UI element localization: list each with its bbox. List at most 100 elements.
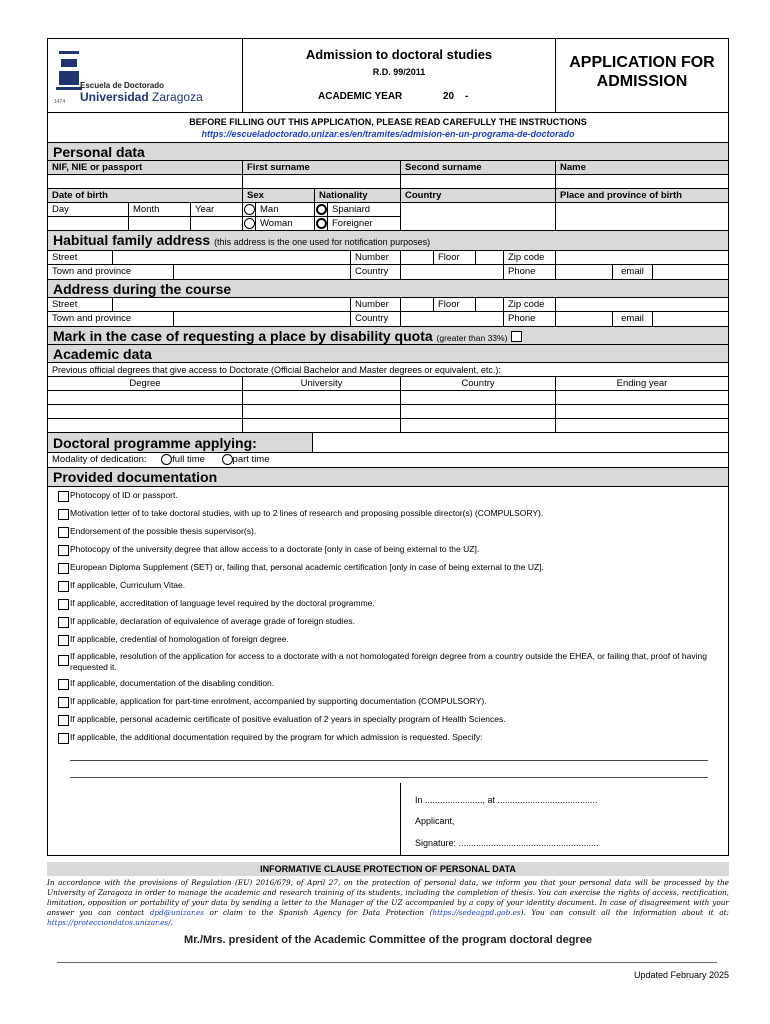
label-year: Year [190, 202, 243, 217]
document-checkbox[interactable] [58, 527, 69, 538]
label-woman: Woman [255, 216, 315, 231]
label-spaniard: Spaniard [327, 202, 401, 217]
col-degree: Degree [47, 376, 243, 391]
document-checkbox[interactable] [58, 545, 69, 556]
second-surname-field[interactable] [400, 174, 556, 189]
document-checkbox[interactable] [58, 715, 69, 726]
document-checkbox[interactable] [58, 617, 69, 628]
family-zip-field[interactable] [555, 250, 729, 265]
document-checkbox[interactable] [58, 697, 69, 708]
document-item: If applicable, resolution of the applica… [70, 651, 707, 672]
radio-part-time[interactable] [221, 454, 233, 465]
course-phone-field[interactable] [555, 311, 613, 327]
label-phone: Phone [503, 311, 556, 327]
month-field[interactable] [128, 216, 191, 231]
programme-field[interactable] [312, 432, 729, 453]
document-checkbox[interactable] [58, 581, 69, 592]
document-checkbox[interactable] [58, 509, 69, 520]
document-checkbox[interactable] [58, 491, 69, 502]
document-checkbox[interactable] [58, 679, 69, 690]
first-surname-field[interactable] [242, 174, 401, 189]
label-place-of-birth: Place and province of birth [555, 188, 729, 203]
place-of-birth-field[interactable] [555, 202, 729, 231]
label-phone: Phone [503, 264, 556, 280]
course-floor-field[interactable] [475, 297, 504, 312]
label-nationality: Nationality [314, 188, 401, 203]
family-street-field[interactable] [112, 250, 351, 265]
year-field[interactable] [190, 216, 243, 231]
nif-field[interactable] [47, 174, 243, 189]
signature-line[interactable]: Signature: .............................… [415, 838, 599, 848]
label-zip: Zip code [503, 250, 556, 265]
degree-cell[interactable] [555, 390, 729, 405]
document-item: European Diploma Supplement (SET) or, fa… [70, 562, 544, 572]
family-number-field[interactable] [400, 250, 434, 265]
course-street-field[interactable] [112, 297, 351, 312]
document-item: Motivation letter of to take doctoral st… [70, 508, 544, 518]
section-documentation: Provided documentation [47, 467, 729, 487]
document-checkbox[interactable] [58, 635, 69, 646]
document-checkbox[interactable] [58, 563, 69, 574]
name-field[interactable] [555, 174, 729, 189]
radio-foreigner[interactable] [314, 216, 328, 231]
course-country-field[interactable] [400, 311, 504, 327]
privacy-link[interactable]: https://protecciondatos.unizar.es/ [47, 918, 171, 927]
family-town-field[interactable] [173, 264, 351, 280]
specify-line-1[interactable] [70, 760, 708, 761]
applicant-label: Applicant, [415, 816, 455, 826]
label-dob: Date of birth [47, 188, 243, 203]
section-personal-data: Personal data [47, 142, 729, 161]
specify-line-2[interactable] [70, 777, 708, 778]
dpd-email-link[interactable]: dpd@unizar.es [149, 908, 205, 917]
day-field[interactable] [47, 216, 129, 231]
document-item: If applicable, application for part-time… [70, 696, 487, 706]
family-email-field[interactable] [652, 264, 729, 280]
document-item: If applicable, documentation of the disa… [70, 678, 275, 688]
radio-woman[interactable] [242, 216, 256, 231]
logo: Escuela de Doctorado Universidad Zaragoz… [47, 38, 243, 113]
degree-cell[interactable] [47, 418, 243, 433]
degree-cell[interactable] [400, 418, 556, 433]
family-floor-field[interactable] [475, 250, 504, 265]
degree-cell[interactable] [242, 390, 401, 405]
course-number-field[interactable] [400, 297, 434, 312]
label-country: Country [400, 188, 556, 203]
radio-full-time[interactable] [161, 454, 173, 465]
radio-man[interactable] [242, 202, 256, 217]
label-name: Name [555, 160, 729, 175]
previous-degrees-label: Previous official degrees that give acce… [47, 362, 729, 377]
degree-cell[interactable] [242, 418, 401, 433]
col-ending-year: Ending year [555, 376, 729, 391]
degree-cell[interactable] [47, 390, 243, 405]
document-checkbox[interactable] [58, 655, 69, 666]
country-field[interactable] [400, 202, 556, 231]
document-item: Photocopy of ID or passport. [70, 490, 178, 500]
degree-cell[interactable] [242, 404, 401, 419]
document-item: If applicable, Curriculum Vitae. [70, 580, 186, 590]
family-country-field[interactable] [400, 264, 504, 280]
modality-row: Modality of dedication: full time part t… [47, 452, 729, 468]
label-first-surname: First surname [242, 160, 401, 175]
label-email: email [612, 264, 653, 280]
radio-spaniard[interactable] [314, 202, 328, 217]
degree-cell[interactable] [400, 390, 556, 405]
label-second-surname: Second surname [400, 160, 556, 175]
disability-checkbox[interactable] [511, 331, 523, 342]
degree-cell[interactable] [400, 404, 556, 419]
agpd-link[interactable]: https://sedeagpd.gob.es [432, 908, 521, 917]
course-email-field[interactable] [652, 311, 729, 327]
university-crest-icon [56, 51, 82, 90]
course-town-field[interactable] [173, 311, 351, 327]
course-zip-field[interactable] [555, 297, 729, 312]
label-sex: Sex [242, 188, 315, 203]
document-checkbox[interactable] [58, 599, 69, 610]
label-town: Town and province [47, 311, 174, 327]
degree-cell[interactable] [555, 404, 729, 419]
degree-cell[interactable] [47, 404, 243, 419]
document-checkbox[interactable] [58, 733, 69, 744]
document-item: If applicable, the additional documentat… [70, 732, 483, 742]
section-academic-data: Academic data [47, 344, 729, 363]
instructions-link[interactable]: https://escueladoctorado.unizar.es/en/tr… [201, 129, 575, 139]
family-phone-field[interactable] [555, 264, 613, 280]
degree-cell[interactable] [555, 418, 729, 433]
